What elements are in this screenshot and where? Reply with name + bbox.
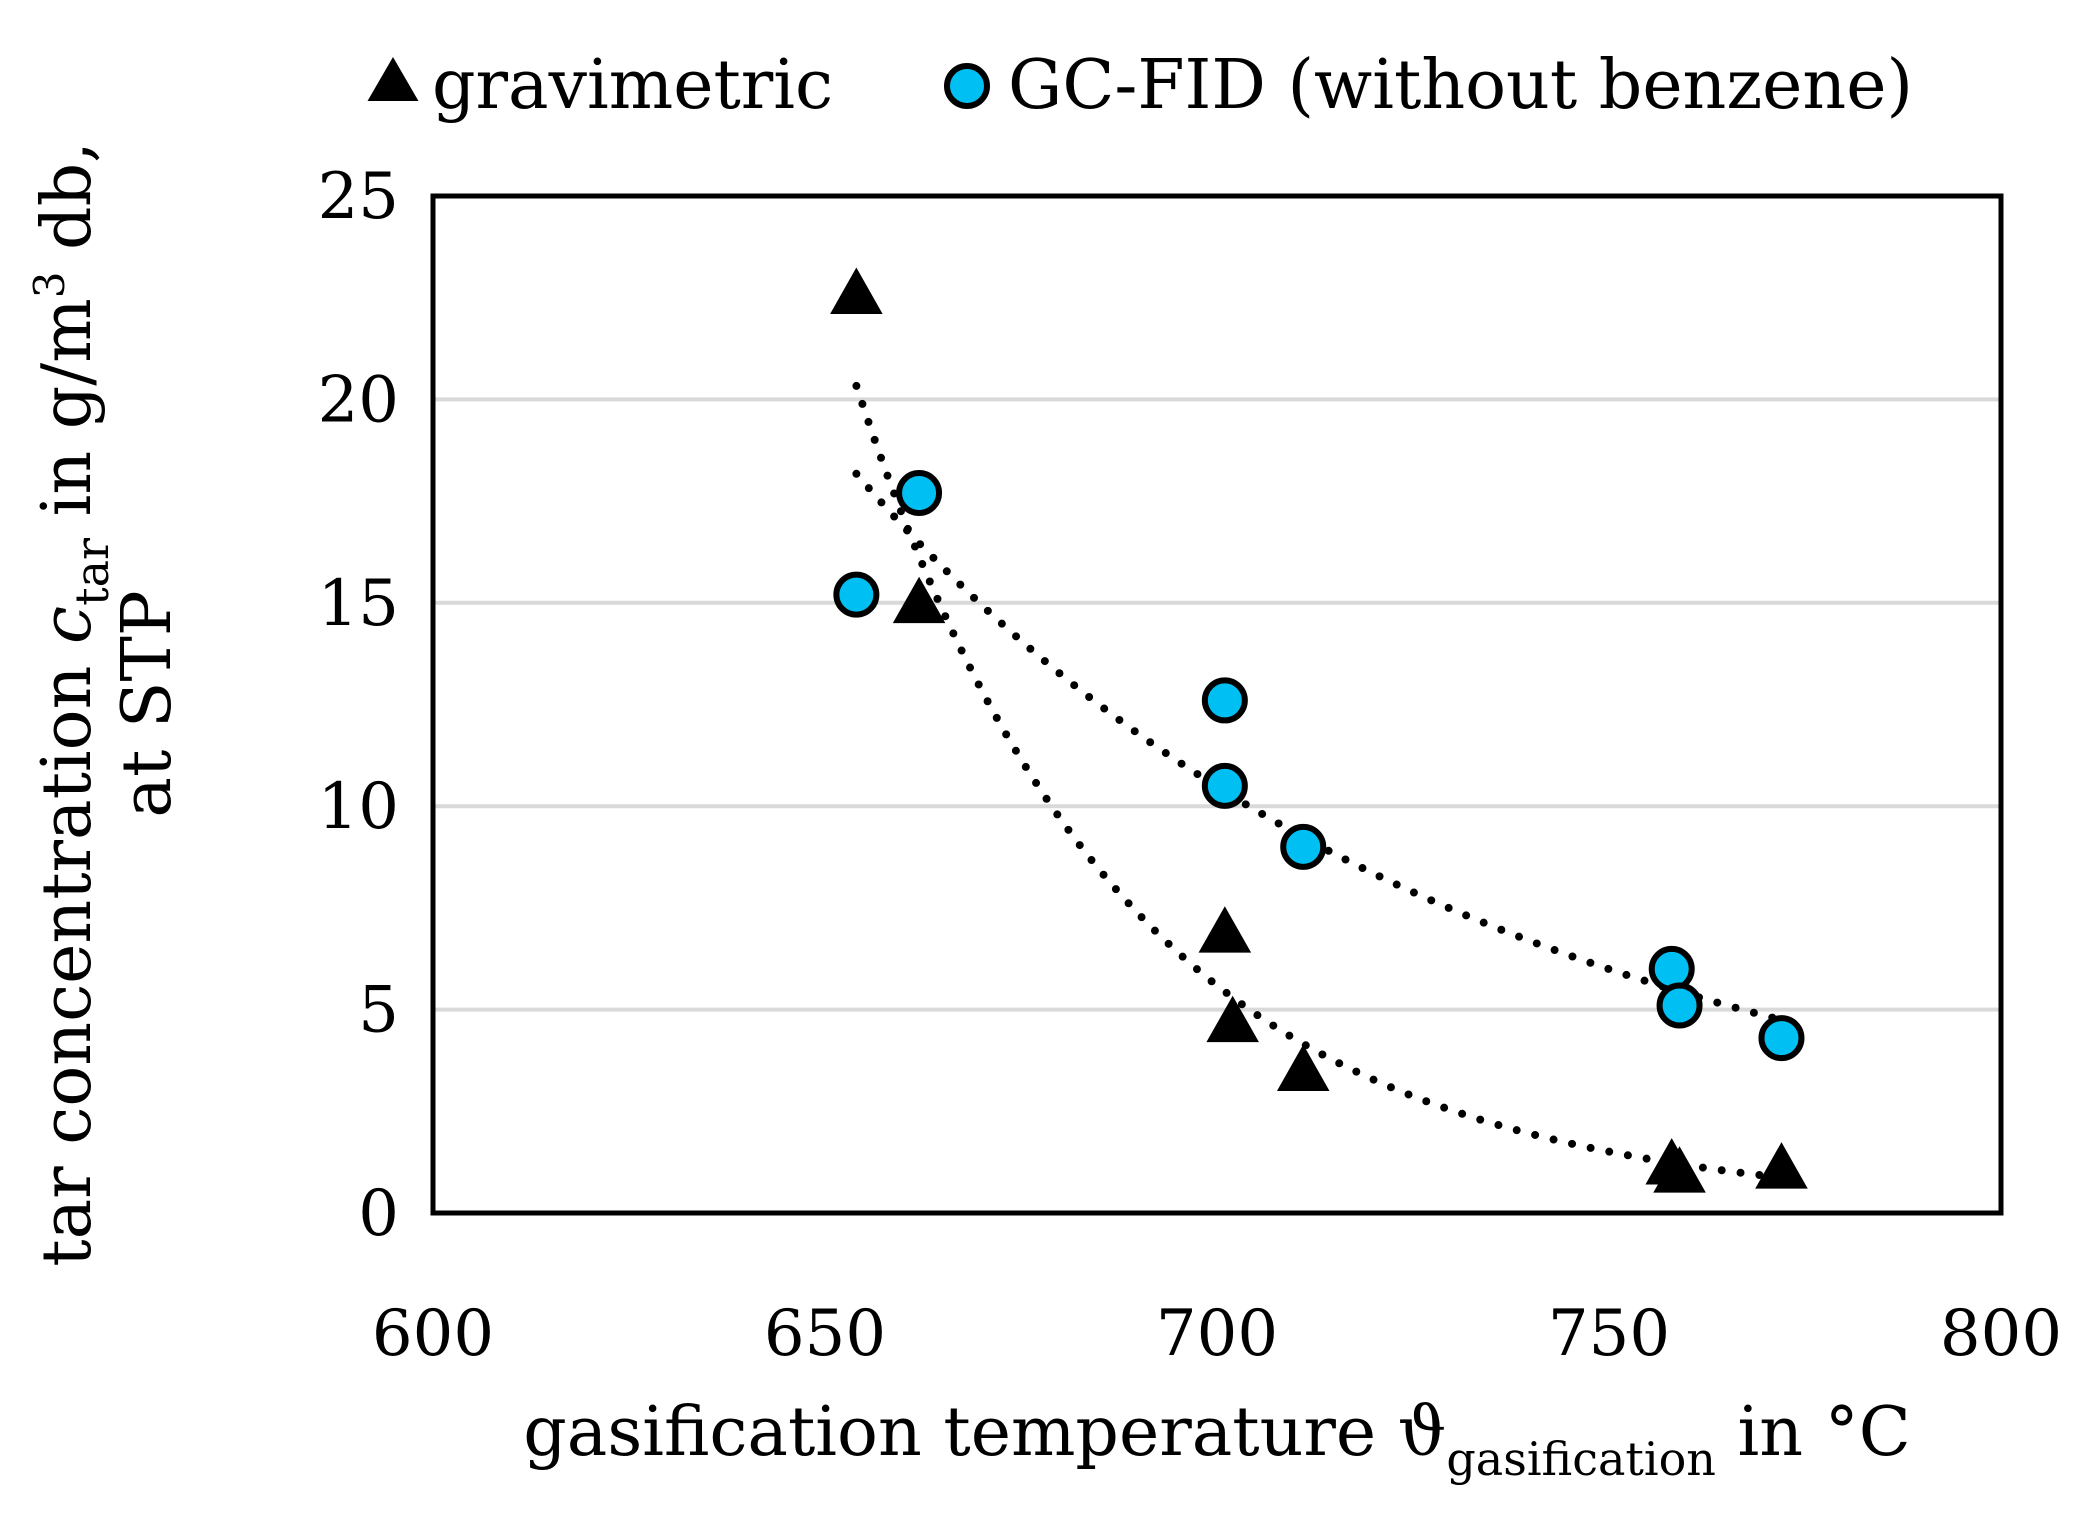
legend: gravimetric GC-FID (without benzene) <box>367 46 1913 125</box>
x-axis-label-suffix: in °C <box>1716 1393 1911 1472</box>
y-tick-label: 10 <box>318 770 399 844</box>
y-axis-label-subscript: tar <box>65 538 119 606</box>
point-gc-fid <box>1201 762 1248 809</box>
legend-marker-circle <box>944 63 990 109</box>
point-gravimetric <box>892 576 946 624</box>
x-tick-label: 650 <box>764 1297 886 1371</box>
legend-label-gravimetric: gravimetric <box>432 46 833 125</box>
y-axis-label-line2: at STP <box>108 590 187 817</box>
y-axis-label-symbol: c <box>28 606 107 644</box>
point-gravimetric <box>1198 906 1252 953</box>
point-gravimetric <box>830 267 883 314</box>
y-tick-label: 15 <box>318 567 399 641</box>
y-tick-label: 25 <box>318 160 399 234</box>
x-tick-label: 600 <box>372 1297 494 1371</box>
legend-item-gravimetric: gravimetric <box>367 46 833 125</box>
point-gravimetric <box>1206 995 1259 1043</box>
legend-item-gc-fid: GC-FID (without benzene) <box>944 46 1913 125</box>
point-gc-fid <box>1201 677 1248 724</box>
y-tick-label: 20 <box>318 363 399 437</box>
trendlines <box>852 381 1786 1182</box>
x-axis-ticks: 600 650 700 750 800 <box>372 1297 2062 1371</box>
y-axis-label-line1: tar concentration ctar in g/m3 db, <box>25 141 119 1266</box>
y-axis-ticks: 0 5 10 15 20 25 <box>318 160 399 1251</box>
y-axis-label-prefix: tar concentration <box>28 644 107 1267</box>
y-axis-label-mid: in g/m <box>28 298 107 538</box>
x-tick-label: 700 <box>1156 1297 1278 1371</box>
plot-area-frame <box>430 193 2004 1216</box>
y-tick-label: 5 <box>358 974 399 1048</box>
point-gc-fid <box>1280 823 1327 870</box>
y-axis-label-superscript: 3 <box>25 272 74 299</box>
point-gc-fid <box>1656 982 1703 1029</box>
x-axis-label-prefix: gasification temperature ϑ <box>523 1393 1446 1472</box>
y-axis-label: tar concentration ctar in g/m3 db, at ST… <box>25 141 187 1266</box>
point-gc-fid <box>833 571 880 618</box>
legend-marker-triangle <box>367 57 419 101</box>
point-gravimetric <box>1755 1142 1808 1189</box>
point-gravimetric <box>1276 1044 1330 1091</box>
trendline-gc-fid <box>852 469 1786 1024</box>
x-axis-label: gasification temperature ϑgasification i… <box>523 1393 1910 1486</box>
point-gc-fid <box>1648 945 1695 992</box>
gridlines <box>433 397 2001 1012</box>
point-gc-fid <box>896 469 943 516</box>
x-axis-label-subscript: gasification <box>1446 1432 1716 1486</box>
x-tick-label: 750 <box>1548 1297 1670 1371</box>
x-tick-label: 800 <box>1940 1297 2062 1371</box>
point-gravimetric <box>1653 1146 1706 1193</box>
data-points <box>830 267 1808 1193</box>
y-tick-label: 0 <box>358 1177 399 1251</box>
y-axis-label-suffix: db, <box>28 141 107 271</box>
legend-label-gc-fid: GC-FID (without benzene) <box>1008 46 1913 125</box>
trendline-gravimetric <box>852 381 1786 1182</box>
point-gc-fid <box>1758 1015 1805 1062</box>
